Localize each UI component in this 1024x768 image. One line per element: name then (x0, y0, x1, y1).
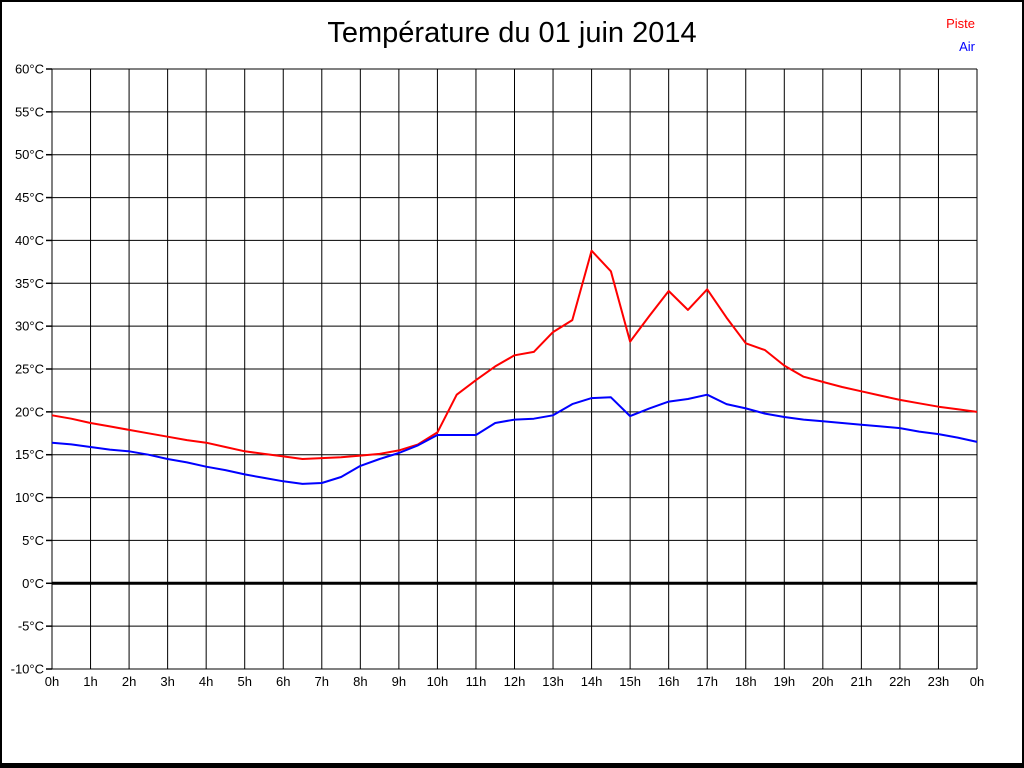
legend-item-air: Air (959, 39, 975, 54)
legend-item-piste: Piste (946, 16, 975, 31)
x-tick-label: 11h (466, 674, 487, 689)
x-tick-label: 1h (83, 674, 97, 689)
legend: Piste Air (946, 12, 975, 58)
x-tick-label: 7h (315, 674, 329, 689)
y-tick-label: -5°C (18, 619, 44, 634)
y-tick-label: 0°C (22, 576, 44, 591)
y-tick-label: 50°C (15, 147, 44, 162)
y-tick-label: 60°C (15, 62, 44, 77)
x-tick-label: 0h (970, 674, 984, 689)
x-tick-label: 14h (581, 674, 603, 689)
x-tick-label: 2h (122, 674, 136, 689)
y-tick-label: 35°C (15, 276, 44, 291)
y-tick-label: 15°C (15, 447, 44, 462)
series-line-piste (51, 249, 978, 460)
y-tick-label: 5°C (22, 533, 44, 548)
x-tick-label: 3h (160, 674, 174, 689)
x-tick-label: 22h (889, 674, 911, 689)
y-tick-label: 30°C (15, 319, 44, 334)
x-tick-label: 5h (237, 674, 251, 689)
x-tick-label: 4h (199, 674, 213, 689)
x-tick-label: 9h (392, 674, 406, 689)
y-tick-label: 45°C (15, 190, 44, 205)
x-tick-label: 6h (276, 674, 290, 689)
x-tick-label: 13h (542, 674, 564, 689)
x-tick-label: 20h (812, 674, 834, 689)
x-tick-label: 12h (504, 674, 526, 689)
y-tick-label: 40°C (15, 233, 44, 248)
series-line-air (51, 393, 978, 485)
x-tick-label: 0h (45, 674, 59, 689)
x-tick-label: 21h (851, 674, 873, 689)
x-tick-label: 10h (427, 674, 449, 689)
x-tick-label: 17h (696, 674, 718, 689)
x-tick-label: 15h (619, 674, 641, 689)
x-tick-label: 19h (773, 674, 795, 689)
x-tick-label: 23h (928, 674, 950, 689)
y-tick-label: 25°C (15, 362, 44, 377)
x-tick-label: 8h (353, 674, 367, 689)
x-tick-label: 18h (735, 674, 757, 689)
page-title: Température du 01 juin 2014 (327, 17, 697, 49)
y-tick-label: 55°C (15, 104, 44, 119)
y-tick-label: 20°C (15, 404, 44, 419)
x-tick-label: 16h (658, 674, 680, 689)
y-tick-label: -10°C (11, 662, 44, 677)
y-tick-label: 10°C (15, 490, 44, 505)
